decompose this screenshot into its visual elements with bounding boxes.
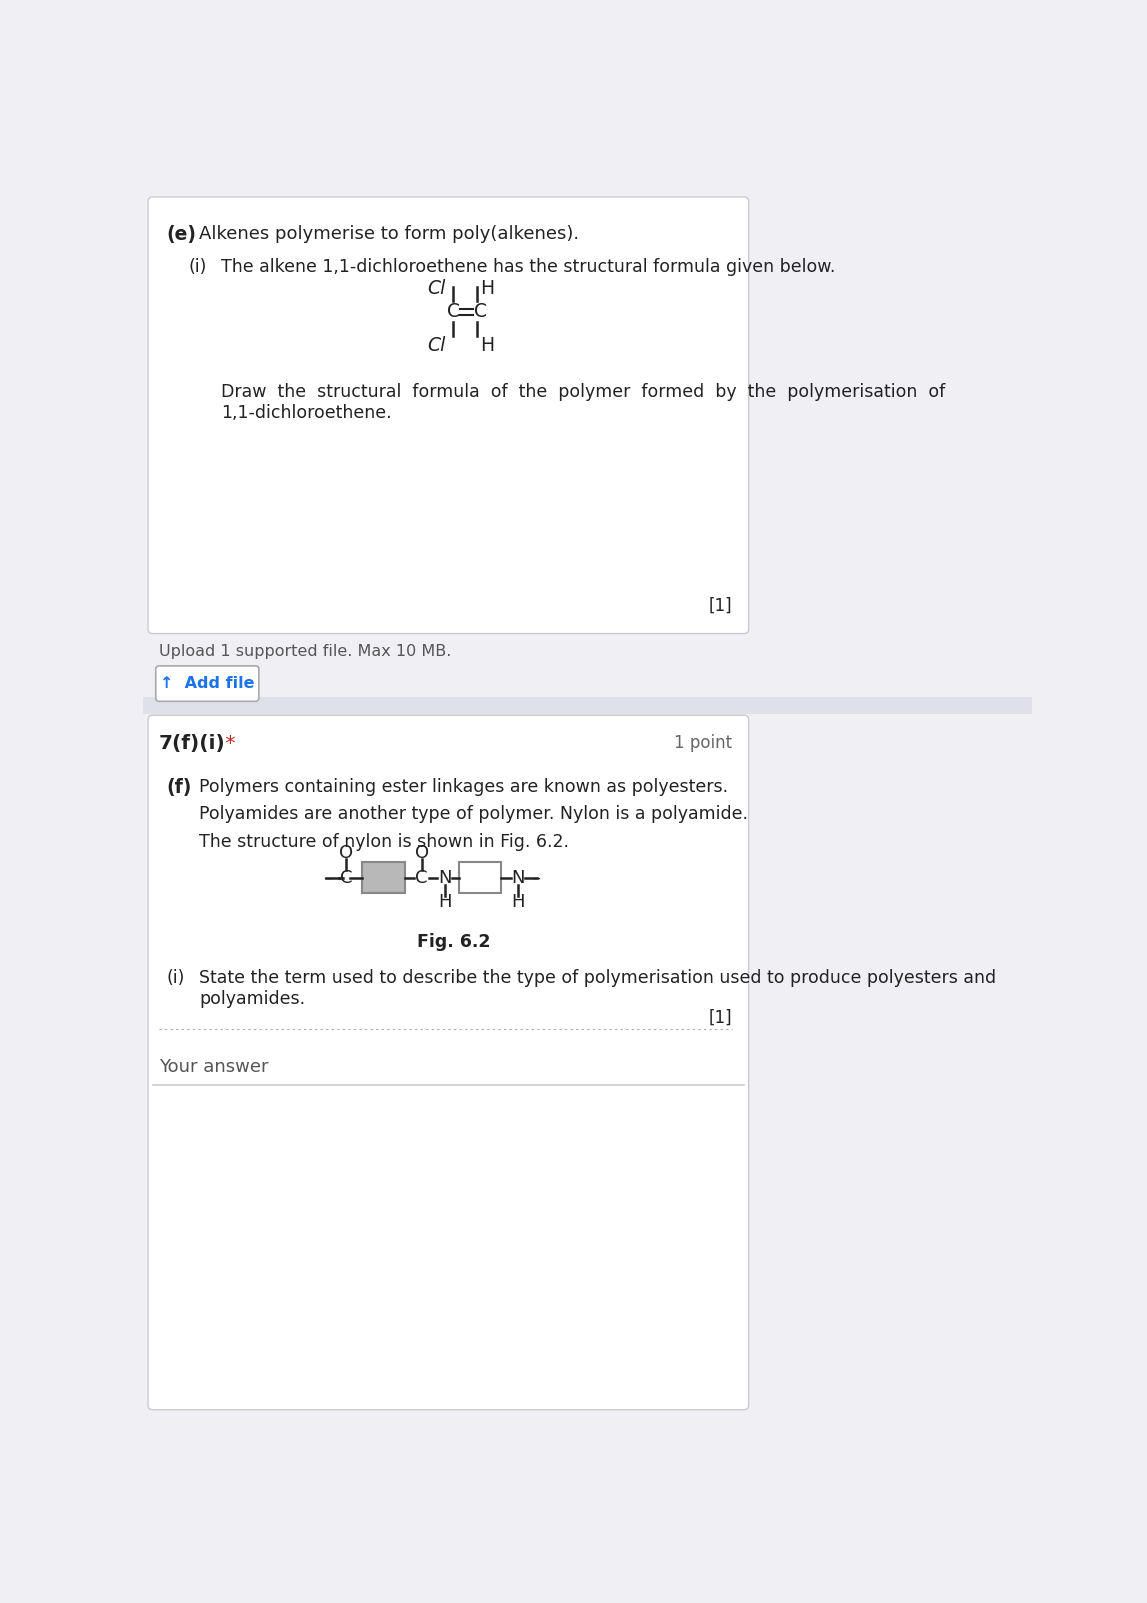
Text: C: C	[415, 869, 428, 886]
Text: polyamides.: polyamides.	[200, 991, 305, 1008]
Text: [1]: [1]	[709, 596, 733, 616]
Text: H: H	[438, 893, 452, 911]
Text: 7(f)(i): 7(f)(i)	[159, 734, 226, 753]
Text: Cl: Cl	[427, 337, 446, 356]
Text: ↑  Add file: ↑ Add file	[159, 676, 255, 691]
Text: –: –	[531, 869, 540, 886]
Text: Alkenes polymerise to form poly(alkenes).: Alkenes polymerise to form poly(alkenes)…	[200, 224, 579, 242]
Text: H: H	[481, 337, 494, 356]
Text: The structure of nylon is shown in Fig. 6.2.: The structure of nylon is shown in Fig. …	[200, 834, 569, 851]
Bar	[362, 862, 405, 893]
Text: C: C	[474, 303, 487, 321]
Text: 1,1-dichloroethene.: 1,1-dichloroethene.	[221, 404, 391, 422]
Text: N: N	[438, 869, 452, 886]
FancyBboxPatch shape	[148, 197, 749, 633]
Text: Cl: Cl	[427, 279, 446, 298]
Text: (e): (e)	[166, 224, 196, 244]
Text: 1 point: 1 point	[674, 734, 733, 752]
Text: (i): (i)	[188, 258, 206, 276]
FancyBboxPatch shape	[156, 665, 259, 702]
Text: Polyamides are another type of polymer. Nylon is a polyamide.: Polyamides are another type of polymer. …	[200, 805, 748, 824]
Bar	[459, 862, 501, 893]
Text: –: –	[323, 869, 333, 886]
Text: C: C	[341, 869, 352, 886]
Text: Your answer: Your answer	[159, 1058, 268, 1076]
Bar	[143, 697, 1032, 713]
Text: (i): (i)	[166, 968, 185, 986]
Text: N: N	[512, 869, 525, 886]
Text: Fig. 6.2: Fig. 6.2	[416, 933, 490, 951]
Text: *: *	[219, 734, 235, 753]
Text: C: C	[447, 303, 460, 321]
Text: (f): (f)	[166, 777, 192, 797]
Text: [1]: [1]	[709, 1008, 733, 1028]
Text: The alkene 1,1-dichloroethene has the structural formula given below.: The alkene 1,1-dichloroethene has the st…	[221, 258, 835, 276]
Text: O: O	[340, 845, 353, 862]
Text: Upload 1 supported file. Max 10 MB.: Upload 1 supported file. Max 10 MB.	[159, 644, 451, 659]
FancyBboxPatch shape	[148, 715, 749, 1409]
Text: H: H	[512, 893, 525, 911]
Text: Polymers containing ester linkages are known as polyesters.: Polymers containing ester linkages are k…	[200, 777, 728, 795]
Text: O: O	[414, 845, 429, 862]
Text: State the term used to describe the type of polymerisation used to produce polye: State the term used to describe the type…	[200, 968, 997, 986]
Text: Draw  the  structural  formula  of  the  polymer  formed  by  the  polymerisatio: Draw the structural formula of the polym…	[221, 383, 945, 401]
Text: H: H	[481, 279, 494, 298]
